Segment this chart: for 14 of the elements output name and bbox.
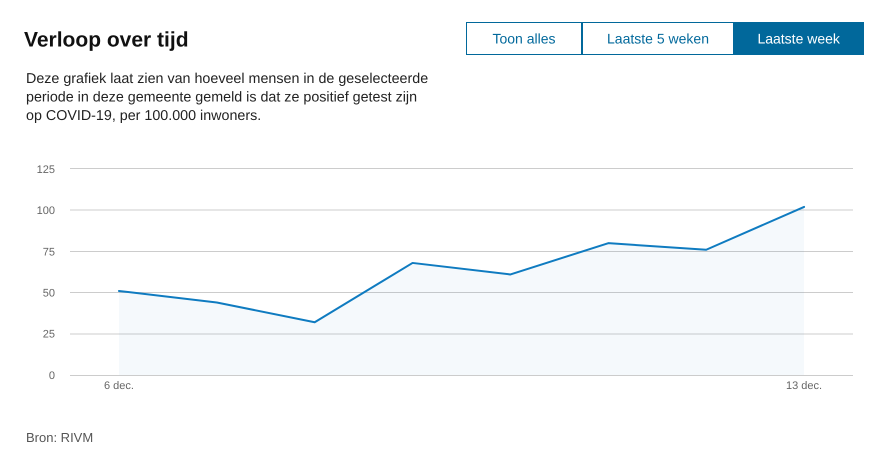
x-tick-label: 13 dec. [786,380,822,392]
text: Bron: RIVM [26,430,94,445]
y-tick-label: 0 [48,370,55,382]
text: Toon alles [492,30,556,46]
text: Laatste week [757,30,841,46]
y-tick-label: 125 [36,164,55,176]
y-tick-label: 75 [42,246,55,258]
x-tick-label: 6 dec. [104,380,134,392]
text: Laatste 5 weken [607,30,709,46]
y-tick-label: 50 [42,287,55,300]
chart-title: Verloop over tijd [24,28,189,52]
y-tick-label: 100 [36,205,55,218]
y-tick-label: 25 [42,328,55,341]
chart-subtitle: Deze grafiek laat zien van hoeveel mensen in de geselecteerde periode in deze gemeente gemeld is dat ze positief getest zijn op COVID-19, per 100.000 inwoners. [26,71,428,124]
